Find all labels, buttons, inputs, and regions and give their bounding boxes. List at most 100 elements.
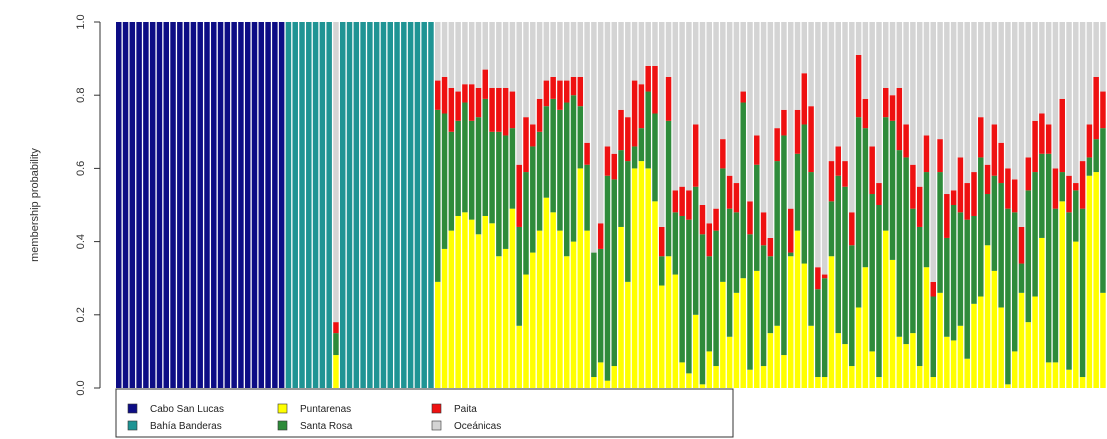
bar-66-segment-6 bbox=[557, 22, 562, 81]
bar-61-segment-3 bbox=[523, 275, 528, 388]
bar-83-segment-5 bbox=[673, 190, 678, 212]
legend: Cabo San Lucas Bahía Banderas Puntarenas Sa… bbox=[116, 389, 733, 437]
bar-113-segment-4 bbox=[876, 205, 881, 377]
bar-89-segment-6 bbox=[713, 22, 718, 209]
bar-72-segment-3 bbox=[598, 362, 603, 388]
bar-44-segment-2 bbox=[408, 22, 413, 388]
bar-113-segment-6 bbox=[876, 22, 881, 183]
bar-130-segment-6 bbox=[992, 22, 997, 124]
bar-76-segment-6 bbox=[625, 22, 630, 117]
bar-42-segment-2 bbox=[394, 22, 399, 388]
bar-29-segment-2 bbox=[306, 22, 311, 388]
bar-108-segment-3 bbox=[842, 344, 847, 388]
bar-123-segment-5 bbox=[944, 194, 949, 238]
bar-27-segment-2 bbox=[292, 22, 297, 388]
legend-label: Oceánicas bbox=[454, 421, 501, 432]
legend-swatch bbox=[432, 421, 441, 430]
bar-49-segment-5 bbox=[442, 77, 447, 114]
bar-8-segment-1 bbox=[164, 22, 169, 388]
bar-96-segment-6 bbox=[761, 22, 766, 212]
bar-129-segment-3 bbox=[985, 245, 990, 388]
bar-118-segment-6 bbox=[910, 22, 915, 165]
bar-64-segment-4 bbox=[544, 106, 549, 197]
bar-48-segment-6 bbox=[435, 22, 440, 81]
bar-65-segment-5 bbox=[550, 77, 555, 99]
bar-139-segment-3 bbox=[1053, 362, 1058, 388]
bar-116-segment-4 bbox=[897, 150, 902, 337]
bar-33-segment-3 bbox=[333, 355, 338, 388]
bar-130-segment-4 bbox=[992, 176, 997, 271]
bar-139-segment-6 bbox=[1053, 22, 1058, 168]
bar-79-segment-6 bbox=[645, 22, 650, 66]
bar-54-segment-3 bbox=[476, 234, 481, 388]
bar-132-segment-3 bbox=[1005, 384, 1010, 388]
bar-83-segment-4 bbox=[673, 212, 678, 274]
bar-93-segment-6 bbox=[740, 22, 745, 92]
bar-138-segment-3 bbox=[1046, 362, 1051, 388]
bar-96-segment-4 bbox=[761, 245, 766, 366]
legend-swatch bbox=[278, 421, 287, 430]
bar-64-segment-6 bbox=[544, 22, 549, 81]
bar-15-segment-1 bbox=[211, 22, 216, 388]
bar-92-segment-6 bbox=[734, 22, 739, 183]
bar-68-segment-3 bbox=[571, 242, 576, 388]
bar-65-segment-4 bbox=[550, 99, 555, 212]
bar-113-segment-5 bbox=[876, 183, 881, 205]
bar-67-segment-6 bbox=[564, 22, 569, 81]
bar-80-segment-4 bbox=[652, 114, 657, 202]
bar-142-segment-6 bbox=[1073, 22, 1078, 183]
bar-79-segment-3 bbox=[645, 168, 650, 388]
bar-97-segment-3 bbox=[768, 333, 773, 388]
bar-133-segment-6 bbox=[1012, 22, 1017, 179]
bar-52-segment-5 bbox=[462, 84, 467, 102]
bar-116-segment-6 bbox=[897, 22, 902, 88]
bar-124-segment-4 bbox=[951, 205, 956, 340]
bar-126-segment-5 bbox=[964, 183, 969, 220]
bar-109-segment-6 bbox=[849, 22, 854, 212]
bar-75-segment-3 bbox=[618, 227, 623, 388]
bar-127-segment-4 bbox=[971, 216, 976, 304]
bar-107-segment-5 bbox=[835, 146, 840, 175]
bar-30-segment-2 bbox=[313, 22, 318, 388]
bar-25-segment-1 bbox=[279, 22, 284, 388]
bar-118-segment-4 bbox=[910, 209, 915, 333]
bar-129-segment-6 bbox=[985, 22, 990, 165]
bar-58-segment-3 bbox=[503, 249, 508, 388]
bar-138-segment-6 bbox=[1046, 22, 1051, 124]
bar-95-segment-3 bbox=[754, 271, 759, 388]
bar-23-segment-1 bbox=[265, 22, 270, 388]
legend-swatch bbox=[128, 404, 137, 413]
bar-59-segment-4 bbox=[510, 128, 515, 209]
bar-84-segment-3 bbox=[679, 362, 684, 388]
bar-80-segment-5 bbox=[652, 66, 657, 114]
bar-55-segment-5 bbox=[483, 70, 488, 99]
bar-54-segment-5 bbox=[476, 88, 481, 117]
bar-22-segment-1 bbox=[259, 22, 264, 388]
bar-106-segment-6 bbox=[829, 22, 834, 161]
bar-10-segment-1 bbox=[177, 22, 182, 388]
bar-105-segment-5 bbox=[822, 275, 827, 279]
bar-4-segment-1 bbox=[136, 22, 141, 388]
bar-110-segment-5 bbox=[856, 55, 861, 117]
bar-119-segment-4 bbox=[917, 227, 922, 366]
bar-77-segment-5 bbox=[632, 81, 637, 147]
bar-111-segment-4 bbox=[863, 128, 868, 267]
bar-99-segment-6 bbox=[781, 22, 786, 110]
legend-swatch bbox=[278, 404, 287, 413]
bar-138-segment-4 bbox=[1046, 154, 1051, 363]
legend-label: Puntarenas bbox=[300, 404, 351, 415]
bar-134-segment-5 bbox=[1019, 227, 1024, 264]
bar-63-segment-6 bbox=[537, 22, 542, 99]
bar-95-segment-4 bbox=[754, 165, 759, 271]
legend-swatch bbox=[128, 421, 137, 430]
bar-144-segment-6 bbox=[1087, 22, 1092, 124]
bar-70-segment-5 bbox=[584, 143, 589, 165]
bar-77-segment-3 bbox=[632, 168, 637, 388]
bar-122-segment-6 bbox=[937, 22, 942, 139]
bar-57-segment-5 bbox=[496, 88, 501, 132]
bar-143-segment-3 bbox=[1080, 377, 1085, 388]
bar-50-segment-4 bbox=[449, 132, 454, 231]
bar-52-segment-4 bbox=[462, 103, 467, 213]
bar-49-segment-3 bbox=[442, 249, 447, 388]
